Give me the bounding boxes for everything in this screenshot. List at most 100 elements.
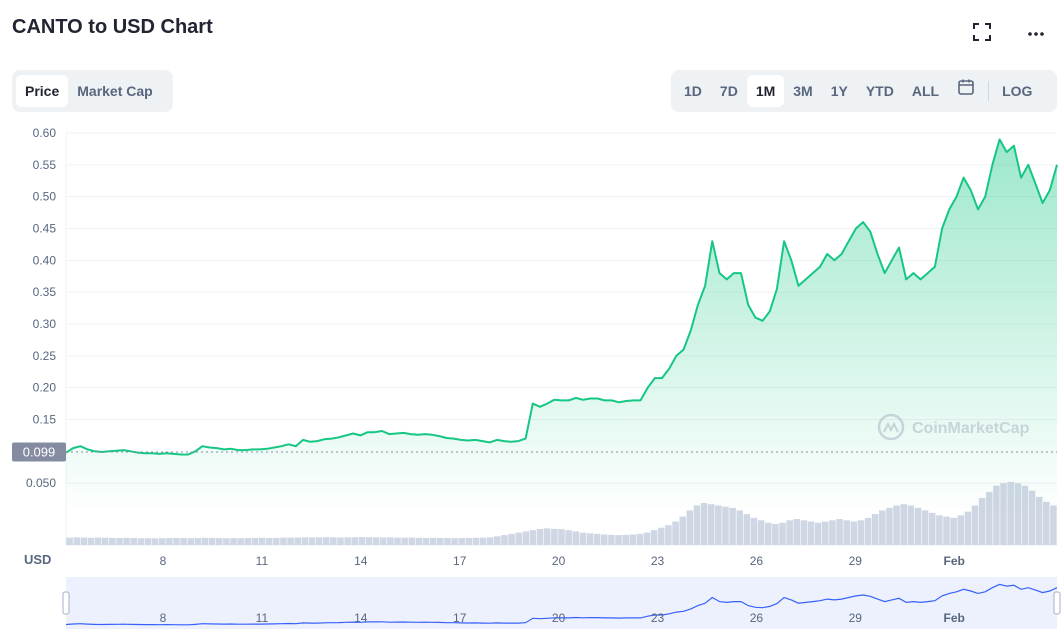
volume-bar <box>658 527 665 545</box>
range-1d[interactable]: 1D <box>684 83 702 99</box>
y-tick-label: 0.25 <box>33 349 57 363</box>
volume-bar <box>216 538 223 545</box>
volume-bar <box>900 504 907 545</box>
volume-bar <box>750 517 758 545</box>
volume-bar <box>743 514 751 545</box>
volume-bar <box>130 538 137 545</box>
fullscreen-icon[interactable] <box>972 22 992 48</box>
volume-bar <box>237 538 244 545</box>
volume-bar <box>543 528 551 545</box>
volume-bar <box>971 505 979 545</box>
volume-bar <box>123 537 130 545</box>
volume-bar <box>579 532 587 545</box>
volume-bar <box>358 537 366 545</box>
volume-bar <box>515 532 522 545</box>
volume-bar <box>558 529 565 545</box>
volume-bar <box>73 537 80 545</box>
volume-bar <box>829 520 836 545</box>
tab-price[interactable]: Price <box>16 75 69 107</box>
y-tick-label: 0.20 <box>33 381 57 395</box>
log-toggle[interactable]: LOG <box>1002 83 1033 99</box>
volume-bar <box>536 528 544 545</box>
navigator-tick-label: 20 <box>552 611 566 625</box>
watermark-text: CoinMarketCap <box>912 420 1030 437</box>
volume-bar <box>401 537 408 545</box>
range-1m[interactable]: 1M <box>746 75 785 107</box>
volume-bar <box>208 537 216 545</box>
navigator[interactable]: 8 11 14 17 20 23 26 29 Feb <box>62 577 1061 629</box>
navigator-ticks: 8 11 14 17 20 23 26 29 Feb <box>160 611 965 625</box>
x-tick-label: 26 <box>750 554 764 568</box>
y-tick-label: 0.050 <box>26 476 56 490</box>
x-tick-label: 20 <box>552 554 566 568</box>
volume-bar <box>936 515 943 545</box>
x-tick-label: 8 <box>160 554 167 568</box>
y-tick-label: 0.60 <box>33 126 57 140</box>
volume-bar <box>843 520 850 545</box>
volume-bar <box>565 530 572 545</box>
volume-bar <box>786 520 793 545</box>
volume-bar <box>429 537 437 545</box>
volume-bar <box>907 505 915 545</box>
volume-bar <box>194 538 202 545</box>
volume-bar <box>94 537 102 545</box>
volume-bar <box>722 506 729 545</box>
volume-bar <box>1035 496 1043 545</box>
more-horizontal-icon[interactable] <box>1026 22 1046 48</box>
volume-bar <box>494 536 501 545</box>
y-tick-label: 0.30 <box>33 317 57 331</box>
range-ytd[interactable]: YTD <box>865 83 894 99</box>
volume-bar <box>893 505 900 545</box>
volume-bar <box>437 537 444 545</box>
volume-bar <box>158 538 166 545</box>
volume-bar <box>315 537 323 545</box>
volume-bar <box>679 516 686 545</box>
tab-market-cap[interactable]: Market Cap <box>77 83 153 99</box>
volume-bar <box>223 538 230 545</box>
volume-bar <box>622 534 629 545</box>
volume-bar <box>87 537 95 545</box>
volume-bar <box>137 538 145 545</box>
range-all[interactable]: ALL <box>911 83 940 99</box>
navigator-tick-label: 23 <box>651 611 665 625</box>
volume-bar <box>351 537 359 545</box>
volume-bar <box>422 537 430 545</box>
volume-bar <box>886 507 893 545</box>
volume-bar <box>857 520 865 545</box>
range-1y[interactable]: 1Y <box>830 83 848 99</box>
volume-bar <box>258 537 266 545</box>
volume-bar <box>479 537 487 545</box>
volume-bar <box>80 537 88 545</box>
volume-bar <box>601 534 608 545</box>
x-tick-label: 23 <box>651 554 665 568</box>
navigator-handle-left[interactable] <box>62 591 70 615</box>
y-tick-label: 0.50 <box>33 190 57 204</box>
volume-bar <box>415 537 423 545</box>
volume-bar <box>814 522 822 545</box>
navigator-tick-label: 14 <box>354 611 368 625</box>
volume-bar <box>707 504 715 545</box>
volume-bar <box>608 534 615 545</box>
volume-bar <box>151 538 159 545</box>
volume-bar <box>109 537 116 545</box>
volume-bar <box>337 537 344 545</box>
volume-bar <box>800 520 808 545</box>
volume-bar <box>508 533 515 545</box>
volume-bar <box>593 533 601 545</box>
volume-bar <box>529 530 537 545</box>
volume-bar <box>180 538 187 545</box>
volume-bar <box>387 537 394 545</box>
navigator-handle-right[interactable] <box>1053 591 1061 615</box>
x-tick-label: 11 <box>256 554 269 568</box>
volume-bar <box>764 522 772 545</box>
navigator-line <box>65 583 1058 626</box>
volume-bar <box>864 517 872 545</box>
calendar-button[interactable] <box>948 75 984 107</box>
range-7d[interactable]: 7D <box>719 83 738 99</box>
range-3m[interactable]: 3M <box>793 83 813 99</box>
price-area <box>66 139 1057 515</box>
volume-bar <box>201 537 209 545</box>
volume-bar <box>379 537 387 545</box>
x-tick-label: Feb <box>944 554 965 568</box>
x-tick-label: 17 <box>453 554 467 568</box>
